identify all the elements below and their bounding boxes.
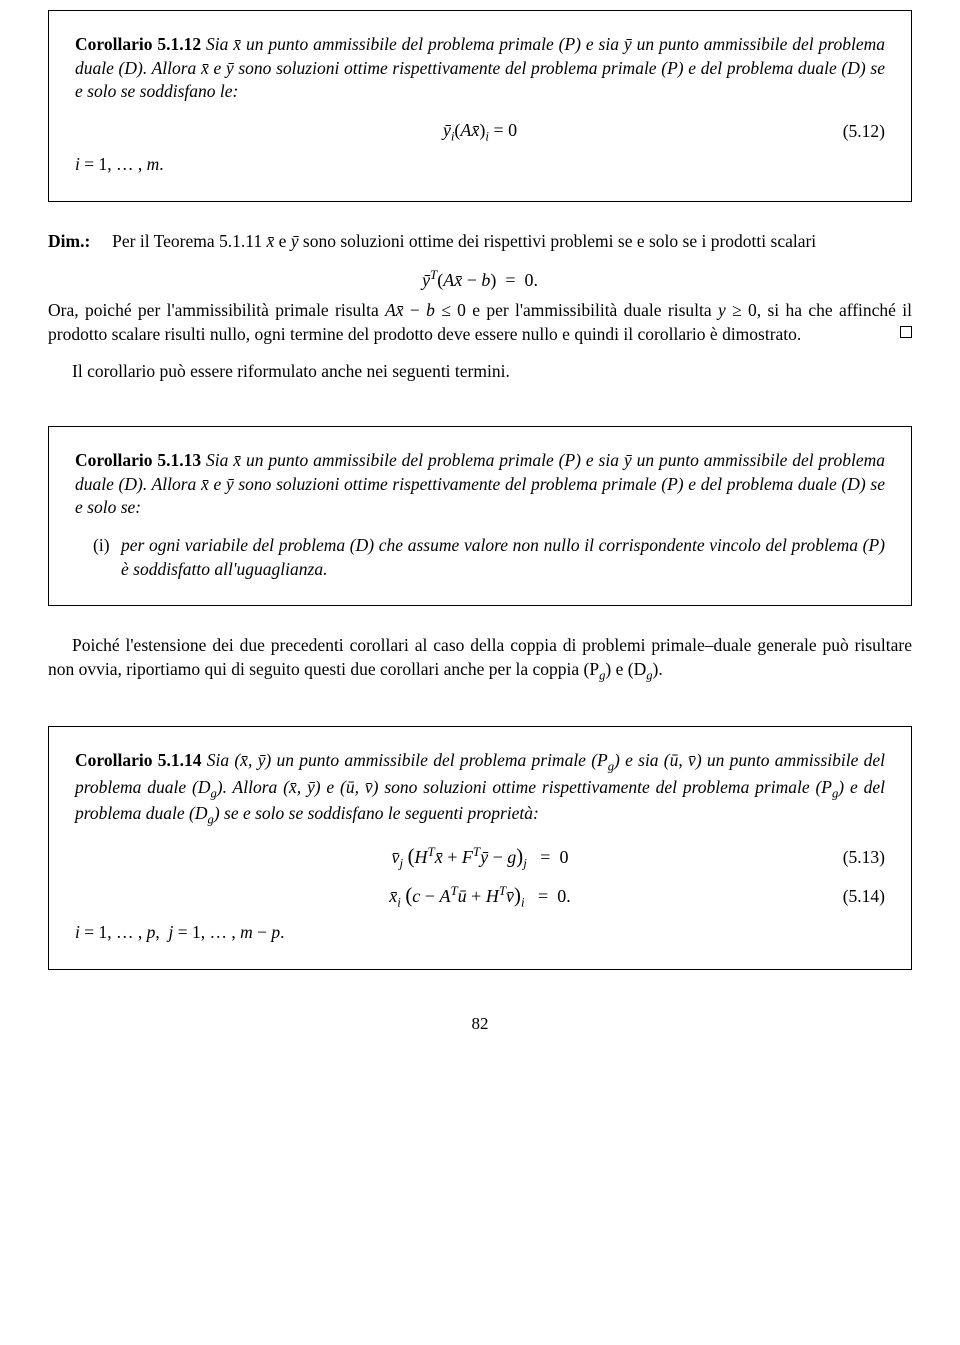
corollary-5-1-14-label: Corollario 5.1.14: [75, 750, 201, 770]
corollary-5-1-13-label: Corollario 5.1.13: [75, 450, 201, 470]
equation-5-13-body: v̄j (HTx̄ + FTȳ − g)j = 0: [392, 843, 569, 872]
page: Corollario 5.1.12 Sia x̄ un punto ammiss…: [0, 10, 960, 1345]
corollary-5-1-13-item-i: (i) per ogni variabile del problema (D) …: [93, 534, 885, 581]
corollary-5-1-13-text: Corollario 5.1.13 Sia x̄ un punto ammiss…: [75, 449, 885, 520]
equation-5-14-body: x̄i (c − ATū + HTv̄)i = 0.: [389, 882, 570, 911]
corollary-5-1-14-text: Corollario 5.1.14 Sia (x̄, ȳ) un punto a…: [75, 749, 885, 829]
corollary-5-1-12-text: Corollario 5.1.12 Sia x̄ un punto ammiss…: [75, 33, 885, 104]
equation-5-14: x̄i (c − ATū + HTv̄)i = 0. (5.14): [75, 882, 885, 911]
proof-label: Dim.:: [48, 231, 90, 251]
proof-after: Il corollario può essere riformulato anc…: [48, 360, 912, 384]
item-marker: (i): [93, 534, 121, 581]
qed-box-icon: [900, 326, 912, 338]
page-number: 82: [48, 1014, 912, 1034]
corollary-5-1-12-box: Corollario 5.1.12 Sia x̄ un punto ammiss…: [48, 10, 912, 202]
corollary-5-1-13-box: Corollario 5.1.13 Sia x̄ un punto ammiss…: [48, 426, 912, 606]
equation-5-12-number: (5.12): [843, 120, 885, 144]
proof-body: Ora, poiché per l'ammissibilità primale …: [48, 299, 912, 346]
corollary-5-1-14-box: Corollario 5.1.14 Sia (x̄, ȳ) un punto a…: [48, 726, 912, 969]
corollary-5-1-12-range: i = 1, … , m.: [75, 153, 885, 177]
equation-5-12: ȳi(Ax̄)i = 0 (5.12): [75, 118, 885, 145]
proof-equation-body: ȳT(Ax̄ − b) = 0.: [422, 267, 538, 291]
equation-5-12-body: ȳi(Ax̄)i = 0: [443, 118, 517, 145]
proof-intro: Dim.: Per il Teorema 5.1.11 x̄ e ȳ sono …: [48, 230, 912, 254]
equation-5-13-number: (5.13): [843, 846, 885, 870]
item-body: per ogni variabile del problema (D) che …: [121, 534, 885, 581]
equation-5-13: v̄j (HTx̄ + FTȳ − g)j = 0 (5.13): [75, 843, 885, 872]
corollary-5-1-12-label: Corollario 5.1.12: [75, 34, 201, 54]
equation-5-14-number: (5.14): [843, 885, 885, 909]
proof-equation: ȳT(Ax̄ − b) = 0.: [48, 267, 912, 291]
corollary-5-1-14-range: i = 1, … , p, j = 1, … , m − p.: [75, 921, 885, 945]
bridge-paragraph: Poiché l'estensione dei due precedenti c…: [48, 634, 912, 684]
